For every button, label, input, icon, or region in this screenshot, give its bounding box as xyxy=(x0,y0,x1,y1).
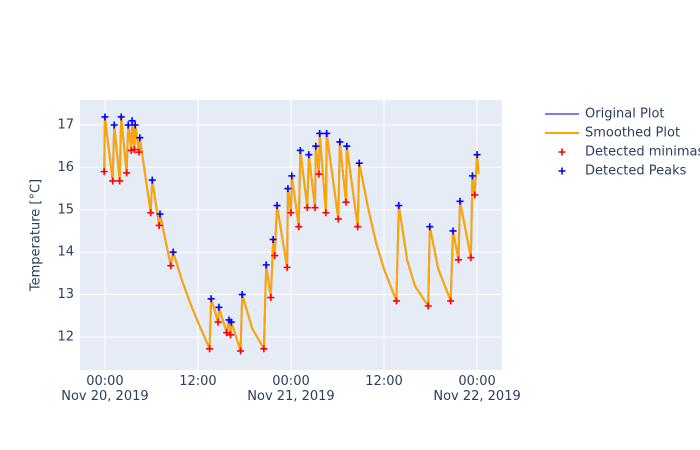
marker xyxy=(311,204,319,212)
marker xyxy=(426,223,434,231)
marker xyxy=(260,345,268,353)
marker xyxy=(223,329,231,337)
marker xyxy=(468,172,476,180)
marker xyxy=(449,227,457,235)
marker xyxy=(316,129,324,137)
marker xyxy=(473,151,481,159)
marker xyxy=(343,142,351,150)
marker xyxy=(100,168,108,176)
grid xyxy=(80,100,502,370)
y-tick-label: 12 xyxy=(57,329,74,344)
marker xyxy=(296,146,304,154)
marker xyxy=(237,347,245,355)
marker xyxy=(447,297,455,305)
y-tick-label: 14 xyxy=(57,245,74,260)
legend-symbol xyxy=(558,167,566,175)
marker xyxy=(334,215,342,223)
marker xyxy=(471,191,479,199)
marker xyxy=(354,223,362,231)
marker xyxy=(284,185,292,193)
x-tick-label: 12:00 xyxy=(365,374,403,389)
marker xyxy=(267,294,275,302)
marker xyxy=(215,303,223,311)
marker xyxy=(305,151,313,159)
marker xyxy=(312,142,320,150)
marker xyxy=(169,248,177,256)
marker xyxy=(295,223,303,231)
marker xyxy=(155,221,163,229)
legend-symbol xyxy=(558,148,566,156)
marker xyxy=(123,169,131,177)
x-tick-label: 00:00 Nov 21, 2019 xyxy=(247,374,335,404)
x-tick-label: 00:00 Nov 20, 2019 xyxy=(61,374,149,404)
marker xyxy=(288,172,296,180)
marker xyxy=(336,138,344,146)
marker xyxy=(283,263,291,271)
marker xyxy=(467,254,475,262)
x-tick-label: 12:00 xyxy=(179,374,217,389)
marker xyxy=(135,148,143,156)
marker xyxy=(322,209,330,217)
marker xyxy=(287,209,295,217)
marker xyxy=(303,204,311,212)
marker xyxy=(315,170,323,178)
marker xyxy=(117,113,125,121)
marker xyxy=(424,302,432,310)
marker xyxy=(456,197,464,205)
y-axis-title: Temperature [°C] xyxy=(29,179,44,292)
marker xyxy=(136,134,144,142)
marker xyxy=(206,345,214,353)
marker xyxy=(227,331,235,339)
y-tick-label: 15 xyxy=(57,202,74,217)
marker xyxy=(355,159,363,167)
marker xyxy=(128,117,136,125)
marker xyxy=(392,297,400,305)
marker xyxy=(110,121,118,129)
marker xyxy=(148,176,156,184)
x-tick-label: 00:00 Nov 22, 2019 xyxy=(433,374,521,404)
marker xyxy=(454,256,462,264)
y-tick-label: 17 xyxy=(57,118,74,133)
marker xyxy=(131,121,139,129)
marker xyxy=(238,291,246,299)
marker xyxy=(156,210,164,218)
marker xyxy=(342,198,350,206)
y-tick-label: 16 xyxy=(57,160,74,175)
legend-label: Original Plot xyxy=(585,107,665,122)
legend-label: Smoothed Plot xyxy=(585,126,680,141)
marker xyxy=(271,252,279,260)
marker xyxy=(109,177,117,185)
marker xyxy=(116,177,124,185)
legend-label: Detected Peaks xyxy=(585,164,687,179)
marker xyxy=(101,113,109,121)
marker xyxy=(124,121,132,129)
marker xyxy=(214,318,222,326)
marker xyxy=(323,129,331,137)
marker xyxy=(395,202,403,210)
marker xyxy=(269,235,277,243)
marker xyxy=(262,261,270,269)
marker xyxy=(207,295,215,303)
marker xyxy=(227,318,235,326)
y-tick-label: 13 xyxy=(57,287,74,302)
marker xyxy=(167,262,175,270)
legend-label: Detected minimas xyxy=(585,145,700,160)
marker xyxy=(147,209,155,217)
marker xyxy=(130,146,138,154)
marker xyxy=(273,202,281,210)
